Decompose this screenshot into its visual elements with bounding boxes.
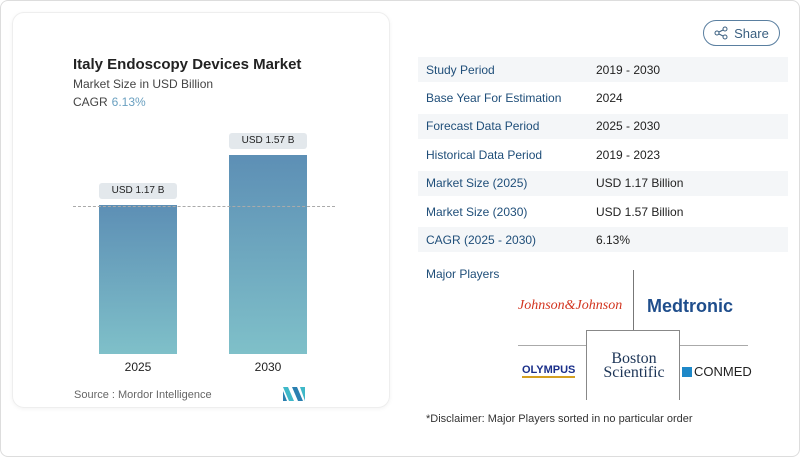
table-row: CAGR (2025 - 2030) 6.13% <box>418 227 788 254</box>
chart-card <box>12 12 390 408</box>
row-value: USD 1.57 Billion <box>596 204 684 219</box>
table-row: Forecast Data Period 2025 - 2030 <box>418 113 788 140</box>
disclaimer: *Disclaimer: Major Players sorted in no … <box>426 413 693 425</box>
table-row: Market Size (2025) USD 1.17 Billion <box>418 170 788 197</box>
logo-olympus: OLYMPUS <box>522 364 576 378</box>
cagr-value: 6.13% <box>111 95 146 109</box>
row-value: 2019 - 2030 <box>596 62 661 77</box>
table-row: Study Period 2019 - 2030 <box>418 57 788 83</box>
row-label: CAGR (2025 - 2030) <box>426 232 537 247</box>
share-icon <box>714 26 728 40</box>
reference-line <box>73 206 335 207</box>
row-label: Historical Data Period <box>426 147 543 162</box>
row-label: Market Size (2030) <box>426 204 528 219</box>
logo-medtronic: Medtronic <box>647 296 734 316</box>
chart-title: Italy Endoscopy Devices Market <box>73 56 302 73</box>
row-label: Base Year For Estimation <box>426 90 562 105</box>
share-label: Share <box>734 25 769 41</box>
cagr-label: CAGR <box>73 95 108 109</box>
logo-johnson-johnson: Johnson&Johnson <box>518 298 623 313</box>
table-row: Base Year For Estimation 2024 <box>418 85 788 112</box>
chart-source: Source : Mordor Intelligence <box>74 389 212 401</box>
row-value: 6.13% <box>596 232 631 247</box>
bar-2025 <box>99 205 177 354</box>
x-tick-label: 2025 <box>124 360 152 374</box>
x-tick-label: 2030 <box>254 360 282 374</box>
row-label: Market Size (2025) <box>426 176 528 191</box>
bar-data-label: USD 1.57 B <box>229 132 307 149</box>
row-value: USD 1.17 Billion <box>596 176 684 191</box>
bar-data-label: USD 1.17 B <box>99 183 177 200</box>
chart-cagr: CAGR 6.13% <box>73 95 146 109</box>
major-players-heading: Major Players <box>426 267 500 281</box>
logo-boston-scientific: Boston Scientific <box>603 350 665 381</box>
row-value: 2025 - 2030 <box>596 119 661 134</box>
chart-subtitle: Market Size in USD Billion <box>73 77 214 91</box>
row-value: 2024 <box>596 90 623 105</box>
mordor-logo-icon <box>283 387 305 401</box>
logo-conmed: CONMED <box>682 364 752 379</box>
bar-2030 <box>229 154 307 354</box>
table-row: Historical Data Period 2019 - 2023 <box>418 142 788 169</box>
row-value: 2019 - 2023 <box>596 147 661 162</box>
table-row: Market Size (2030) USD 1.57 Billion <box>418 199 788 225</box>
share-button[interactable]: Share <box>703 20 780 46</box>
row-label: Forecast Data Period <box>426 119 540 134</box>
conmed-mark-icon <box>682 366 692 377</box>
row-label: Study Period <box>426 62 495 77</box>
